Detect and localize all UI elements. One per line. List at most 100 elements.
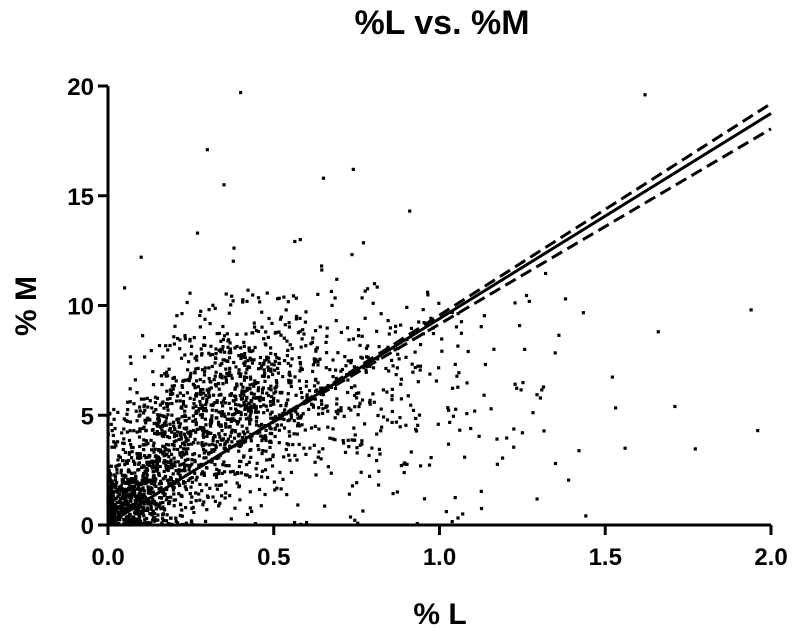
data-point <box>451 414 455 418</box>
data-point <box>220 376 224 380</box>
data-point <box>184 506 188 510</box>
data-point <box>287 372 291 376</box>
data-point <box>240 392 244 396</box>
data-point <box>221 438 225 442</box>
data-point <box>169 477 173 481</box>
data-point <box>126 502 130 507</box>
data-point <box>323 504 327 508</box>
data-point <box>264 438 268 442</box>
data-point <box>187 465 191 469</box>
data-point <box>139 397 143 401</box>
data-point <box>402 471 406 475</box>
data-point <box>288 418 292 422</box>
data-point <box>223 350 227 354</box>
data-point <box>254 396 258 400</box>
data-point <box>173 460 177 464</box>
data-point <box>276 399 280 403</box>
data-point <box>235 422 240 426</box>
data-point <box>377 469 381 473</box>
data-point <box>235 332 239 336</box>
data-point <box>437 301 441 305</box>
data-point <box>249 411 253 415</box>
data-point <box>162 421 166 425</box>
data-point <box>231 469 235 473</box>
data-point <box>335 277 339 281</box>
data-point <box>200 412 204 417</box>
data-point <box>241 300 245 304</box>
data-point <box>140 497 144 501</box>
data-point <box>239 354 243 358</box>
data-point <box>149 512 154 517</box>
data-point <box>312 384 317 388</box>
data-point <box>158 465 162 469</box>
data-point <box>376 413 380 418</box>
data-point <box>235 481 239 485</box>
data-point <box>118 518 122 522</box>
x-tick-label: 1.0 <box>423 544 456 571</box>
data-point <box>538 396 542 400</box>
data-point <box>135 391 139 395</box>
data-point <box>241 430 245 434</box>
data-point <box>219 339 223 343</box>
data-point <box>413 366 417 370</box>
data-point <box>133 521 137 525</box>
data-point <box>325 404 329 408</box>
data-point <box>421 308 425 312</box>
data-point <box>206 495 210 499</box>
data-point <box>180 462 184 466</box>
data-point <box>246 416 250 420</box>
data-point <box>437 366 441 370</box>
data-point <box>211 403 215 408</box>
data-point <box>208 353 212 357</box>
data-point <box>137 435 142 439</box>
data-point <box>358 343 362 347</box>
data-point <box>186 368 190 372</box>
data-point <box>218 435 222 439</box>
data-point <box>151 518 155 522</box>
data-point <box>110 483 114 487</box>
data-point <box>313 397 317 401</box>
data-point <box>378 452 382 456</box>
data-point <box>360 398 365 402</box>
data-point <box>183 465 187 469</box>
data-point <box>178 451 182 455</box>
data-point <box>239 443 244 447</box>
data-point <box>214 408 218 413</box>
data-point <box>141 427 145 431</box>
data-point <box>181 399 185 404</box>
data-point <box>190 442 194 446</box>
data-point <box>242 355 246 359</box>
data-point <box>165 496 170 500</box>
data-point <box>419 343 423 347</box>
data-point <box>321 393 325 397</box>
data-point <box>126 470 130 474</box>
data-point <box>266 335 270 339</box>
data-point <box>151 383 156 387</box>
data-point <box>360 296 364 300</box>
data-point <box>256 381 260 385</box>
data-point <box>157 418 161 422</box>
data-point <box>214 475 219 479</box>
data-point <box>190 520 194 524</box>
data-point <box>512 445 516 449</box>
data-point <box>352 426 356 430</box>
data-point <box>183 409 187 413</box>
data-point <box>175 399 179 403</box>
data-point <box>147 500 151 504</box>
data-point <box>393 348 397 352</box>
data-point <box>281 411 285 416</box>
data-point <box>274 379 278 383</box>
data-point <box>124 507 128 511</box>
data-point <box>165 389 169 393</box>
data-point <box>148 399 152 403</box>
data-point <box>156 422 160 427</box>
data-point <box>304 384 308 388</box>
data-point <box>134 517 138 521</box>
data-point <box>347 492 351 496</box>
data-point <box>138 490 142 494</box>
data-point <box>325 351 329 355</box>
data-point <box>206 432 210 436</box>
data-point <box>237 485 241 489</box>
data-point <box>263 379 267 383</box>
data-point <box>273 352 278 357</box>
